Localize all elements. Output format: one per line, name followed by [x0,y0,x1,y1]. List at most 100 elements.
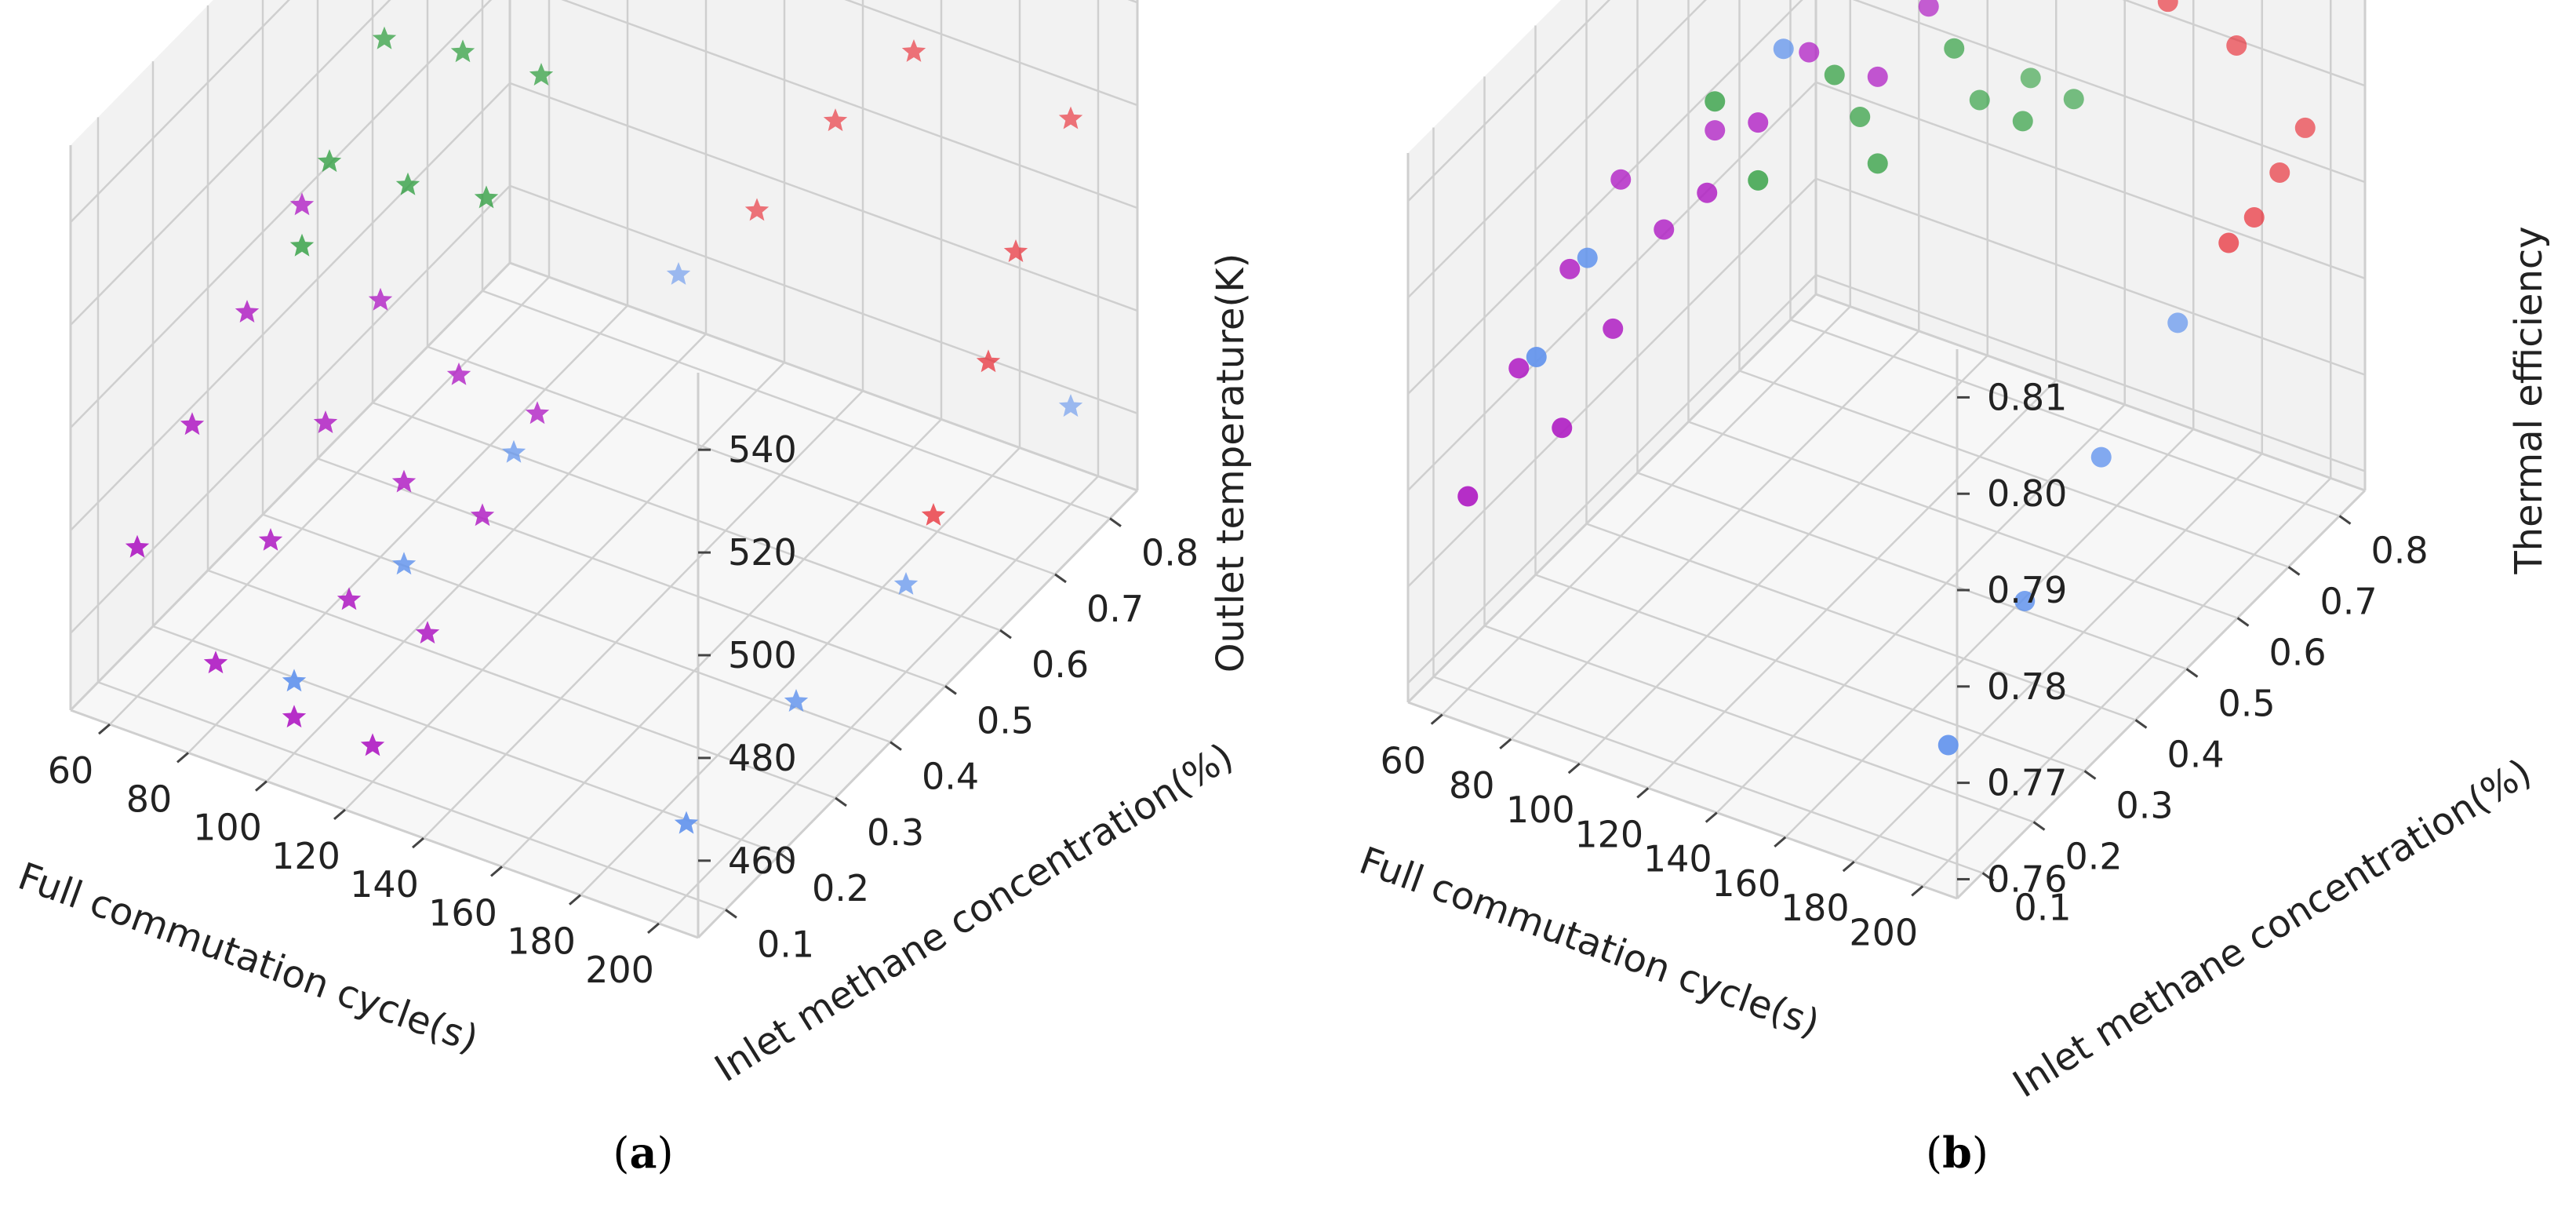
y-gridline-floor [1535,574,2085,772]
data-point-blue [666,262,691,285]
y-gridline-floor [1433,676,1983,874]
data-point-purple [1603,318,1624,339]
x-gridline-floor [266,333,707,782]
data-point-green [1850,106,1871,127]
y-gridline-floor [372,401,1001,632]
z-gridline-back [2122,0,2366,87]
data-point-red [1003,239,1028,262]
x-tick-label: 160 [1712,862,1781,905]
pane-edge [697,489,1139,939]
panel-b-ylabel: Inlet methane concentration(%) [2006,750,2539,1106]
x-tick-mark [1705,811,1718,823]
data-point-green [289,233,315,257]
x-tick-mark [569,894,581,906]
x-tick-label: 80 [126,778,173,820]
data-point-purple [180,412,205,436]
data-point-purple [1697,182,1718,203]
data-point-purple [1552,417,1573,439]
x-gridline-floor [423,390,864,840]
data-point-purple [282,705,307,728]
y-tick-mark [2236,617,2250,627]
pane-edge [70,709,699,939]
z-gridline-back [844,0,1138,107]
x-tick-mark [1911,885,1924,897]
x-tick-mark [1842,860,1855,873]
data-point-blue [2167,312,2189,333]
x-gridline-floor [580,446,1021,896]
panel-b-points [1457,0,2316,756]
z-gridline-side [70,184,511,634]
x-tick-mark [333,808,346,821]
y-tick-label: 0.7 [2320,581,2378,623]
x-tick-mark [412,836,424,849]
panel-b-zlabel: Thermal efficiency [2507,226,2551,574]
data-point-blue [2014,591,2036,612]
panel-b-caption-label: b [1942,1128,1972,1178]
data-point-green [2012,111,2033,132]
y-tick-mark [2185,668,2199,678]
data-point-red [2269,162,2290,183]
x-tick-label: 140 [350,863,419,906]
y-tick-mark [725,909,737,919]
data-point-blue [1937,734,1959,756]
data-point-red [2294,117,2316,138]
data-point-blue [2090,446,2112,468]
y-gridline-floor [1739,370,2289,568]
x-gridline-floor [1716,403,2126,814]
data-point-red [976,349,1001,373]
data-point-red [744,198,770,221]
pane-edge [1407,701,1958,900]
z-gridline-side [70,0,493,428]
y-tick-label: 0.8 [1141,532,1199,574]
y-gridline-floor [262,513,891,743]
pane-edge [509,261,1138,492]
x-tick-label: 140 [1643,838,1712,880]
data-point-green [2063,89,2084,110]
x-tick-mark [1567,762,1581,774]
side-pane [1408,0,1816,702]
y-gridline-floor [1790,319,2340,517]
z-tick-label: 520 [728,531,797,574]
data-point-blue [1058,394,1083,417]
data-point-purple [1918,0,1939,17]
data-point-red [901,39,926,62]
pane-edge [1406,293,1817,704]
data-point-purple [415,621,440,644]
z-gridline-side [1407,0,1803,395]
data-point-purple [258,527,283,551]
z-tick-label: 500 [728,634,797,676]
x-tick-label: 180 [507,920,576,963]
pane-edge [69,261,511,712]
x-tick-label: 80 [1449,764,1495,807]
z-gridline-back [1815,177,2366,376]
y-tick-label: 0.5 [977,699,1034,742]
data-point-red [2218,232,2239,253]
z-tick-label: 540 [728,428,797,471]
data-point-blue [1773,38,1794,60]
y-tick-label: 0.2 [812,867,869,909]
z-gridline-back [1815,274,2366,472]
x-tick-label: 60 [48,749,94,792]
z-tick-label: 0.78 [1987,665,2067,708]
z-tick-label: 0.81 [1987,376,2067,418]
data-point-green [529,63,554,86]
z-tick-label: 460 [728,840,797,882]
data-point-purple [525,401,550,425]
y-tick-mark [944,685,957,695]
x-tick-label: 160 [428,891,497,934]
data-point-purple [313,410,338,433]
y-tick-mark [2134,719,2148,729]
y-gridline-floor [1586,523,2136,721]
data-point-green [450,39,475,63]
y-tick-mark [1109,517,1122,527]
data-point-purple [368,287,393,311]
y-tick-label: 0.6 [1031,643,1089,686]
y-tick-label: 0.7 [1086,588,1144,630]
data-point-purple [125,534,150,558]
side-pane [71,0,510,710]
x-gridline-floor [501,418,942,868]
y-gridline-floor [152,625,781,855]
